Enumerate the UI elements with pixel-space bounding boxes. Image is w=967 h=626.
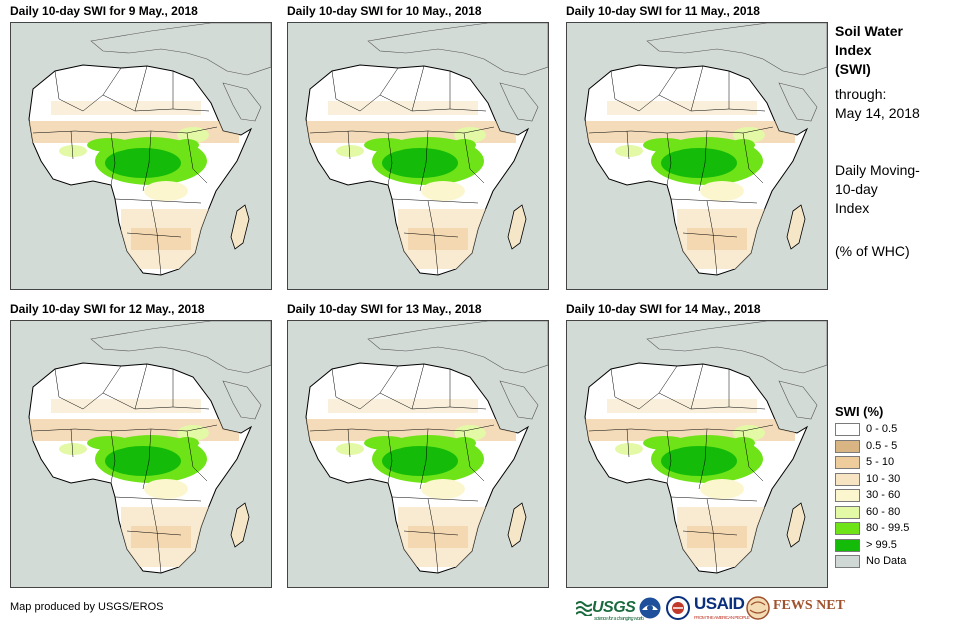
panel-title: Daily 10-day SWI for 11 May., 2018 <box>566 4 760 18</box>
description-line: 10-day <box>835 181 878 197</box>
swi-map <box>10 22 272 290</box>
description-line: Index <box>835 200 870 216</box>
index-title-line: Soil Water <box>835 23 903 39</box>
africa-map <box>11 23 271 289</box>
legend: SWI (%) 0 - 0.5 0.5 - 5 5 - 10 10 - 30 30 - … <box>835 404 955 571</box>
legend-item: > 99.5 <box>835 538 955 555</box>
swi-map <box>566 22 828 290</box>
swi-map <box>10 320 272 588</box>
legend-item: 80 - 99.5 <box>835 521 955 538</box>
legend-item: 60 - 80 <box>835 505 955 522</box>
usgs-tagline: science for a changing world <box>594 616 644 622</box>
legend-item: 5 - 10 <box>835 455 955 472</box>
description-block: Daily Moving- 10-day Index <box>835 161 920 218</box>
legend-swatch <box>835 538 860 552</box>
usaid-seal <box>666 594 692 622</box>
legend-item: No Data <box>835 554 955 571</box>
fews-net-wordmark: FEWS NET <box>773 598 845 613</box>
panel-title: Daily 10-day SWI for 12 May., 2018 <box>10 302 205 316</box>
swi-map <box>287 320 549 588</box>
legend-label: No Data <box>866 555 907 567</box>
panel-title: Daily 10-day SWI for 14 May., 2018 <box>566 302 761 316</box>
legend-swatch <box>835 555 860 568</box>
legend-label: > 99.5 <box>866 538 897 551</box>
usaid-tagline: FROM THE AMERICAN PEOPLE <box>694 615 750 620</box>
legend-swatch <box>835 489 860 502</box>
logo-strip: USGS science for a changing world USAID … <box>576 594 845 622</box>
fews-net-globe-icon <box>746 596 770 620</box>
legend-swatch <box>835 439 860 453</box>
usaid-logo: USAID FROM THE AMERICAN PEOPLE <box>694 594 750 620</box>
panel-title: Daily 10-day SWI for 9 May., 2018 <box>10 4 198 18</box>
legend-item: 30 - 60 <box>835 488 955 505</box>
noaa-logo <box>638 594 664 622</box>
legend-item: 10 - 30 <box>835 472 955 489</box>
legend-swatch <box>835 522 860 535</box>
usaid-wordmark: USAID <box>694 594 745 613</box>
africa-map <box>288 321 548 587</box>
swi-map <box>566 320 828 588</box>
usgs-logo: USGS science for a changing world <box>576 594 644 622</box>
credit-text: Map produced by USGS/EROS <box>10 601 164 613</box>
legend-swatch <box>835 505 860 519</box>
through-block: through: May 14, 2018 <box>835 85 920 123</box>
fews-net-emblem <box>746 594 772 622</box>
map-panel: Daily 10-day SWI for 9 May., 2018 <box>10 4 272 290</box>
legend-label: 80 - 99.5 <box>866 522 910 534</box>
legend-swatch <box>835 423 860 436</box>
legend-item: 0.5 - 5 <box>835 439 955 456</box>
panel-title: Daily 10-day SWI for 13 May., 2018 <box>287 302 482 316</box>
usgs-wave-icon <box>576 601 592 616</box>
legend-label: 5 - 10 <box>866 456 895 468</box>
africa-map <box>567 23 827 289</box>
noaa-seal-icon <box>638 596 662 620</box>
swi-map <box>287 22 549 290</box>
map-panel: Daily 10-day SWI for 12 May., 2018 <box>10 302 272 588</box>
map-panel: Daily 10-day SWI for 11 May., 2018 <box>566 4 828 290</box>
legend-title: SWI (%) <box>835 404 884 419</box>
usaid-seal-icon <box>666 596 690 620</box>
legend-label: 10 - 30 <box>866 472 901 485</box>
legend-label: 0.5 - 5 <box>866 439 898 452</box>
map-panel: Daily 10-day SWI for 13 May., 2018 <box>287 302 549 588</box>
through-date: May 14, 2018 <box>835 105 920 121</box>
map-panel: Daily 10-day SWI for 14 May., 2018 <box>566 302 828 588</box>
description-line: Daily Moving- <box>835 162 920 178</box>
africa-map <box>11 321 271 587</box>
legend-label: 0 - 0.5 <box>866 423 898 435</box>
panel-title: Daily 10-day SWI for 10 May., 2018 <box>287 4 482 18</box>
unit-note: (% of WHC) <box>835 243 910 259</box>
legend-swatch <box>835 472 860 486</box>
index-title-line: (SWI) <box>835 61 871 77</box>
legend-label: 30 - 60 <box>866 489 901 501</box>
index-title: Soil Water Index (SWI) <box>835 22 903 79</box>
map-panel: Daily 10-day SWI for 10 May., 2018 <box>287 4 549 290</box>
legend-item: 0 - 0.5 <box>835 422 955 439</box>
usgs-wordmark: USGS <box>592 599 636 616</box>
africa-map <box>288 23 548 289</box>
legend-swatch <box>835 456 860 469</box>
africa-map <box>567 321 827 587</box>
index-title-line: Index <box>835 42 872 58</box>
legend-label: 60 - 80 <box>866 505 901 518</box>
through-label: through: <box>835 86 887 102</box>
